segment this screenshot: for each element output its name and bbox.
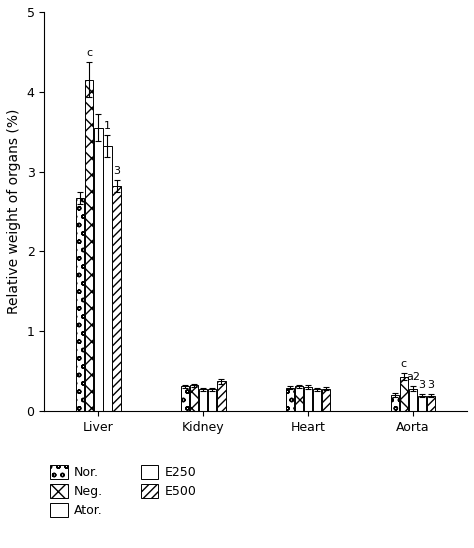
- Legend: Nor., Neg., Ator., E250, E500: Nor., Neg., Ator., E250, E500: [50, 465, 196, 517]
- Text: 1: 1: [104, 121, 111, 131]
- Text: 3: 3: [419, 380, 426, 390]
- Bar: [286, 388, 294, 411]
- Bar: [400, 376, 408, 411]
- Bar: [85, 80, 93, 411]
- Bar: [295, 386, 303, 411]
- Bar: [217, 381, 226, 411]
- Y-axis label: Relative weight of organs (%): Relative weight of organs (%): [7, 109, 21, 314]
- Bar: [313, 390, 321, 411]
- Bar: [208, 390, 217, 411]
- Bar: [199, 390, 208, 411]
- Bar: [418, 396, 426, 411]
- Text: c: c: [86, 48, 92, 58]
- Bar: [409, 389, 417, 411]
- Bar: [322, 389, 330, 411]
- Text: c: c: [401, 359, 407, 369]
- Bar: [181, 386, 189, 411]
- Bar: [103, 146, 112, 411]
- Bar: [391, 395, 399, 411]
- Text: 3: 3: [428, 380, 435, 390]
- Text: 3: 3: [113, 165, 120, 175]
- Bar: [427, 396, 435, 411]
- Bar: [190, 385, 198, 411]
- Bar: [112, 186, 121, 411]
- Text: a2: a2: [406, 372, 420, 383]
- Bar: [304, 387, 312, 411]
- Bar: [76, 198, 84, 411]
- Bar: [94, 128, 102, 411]
